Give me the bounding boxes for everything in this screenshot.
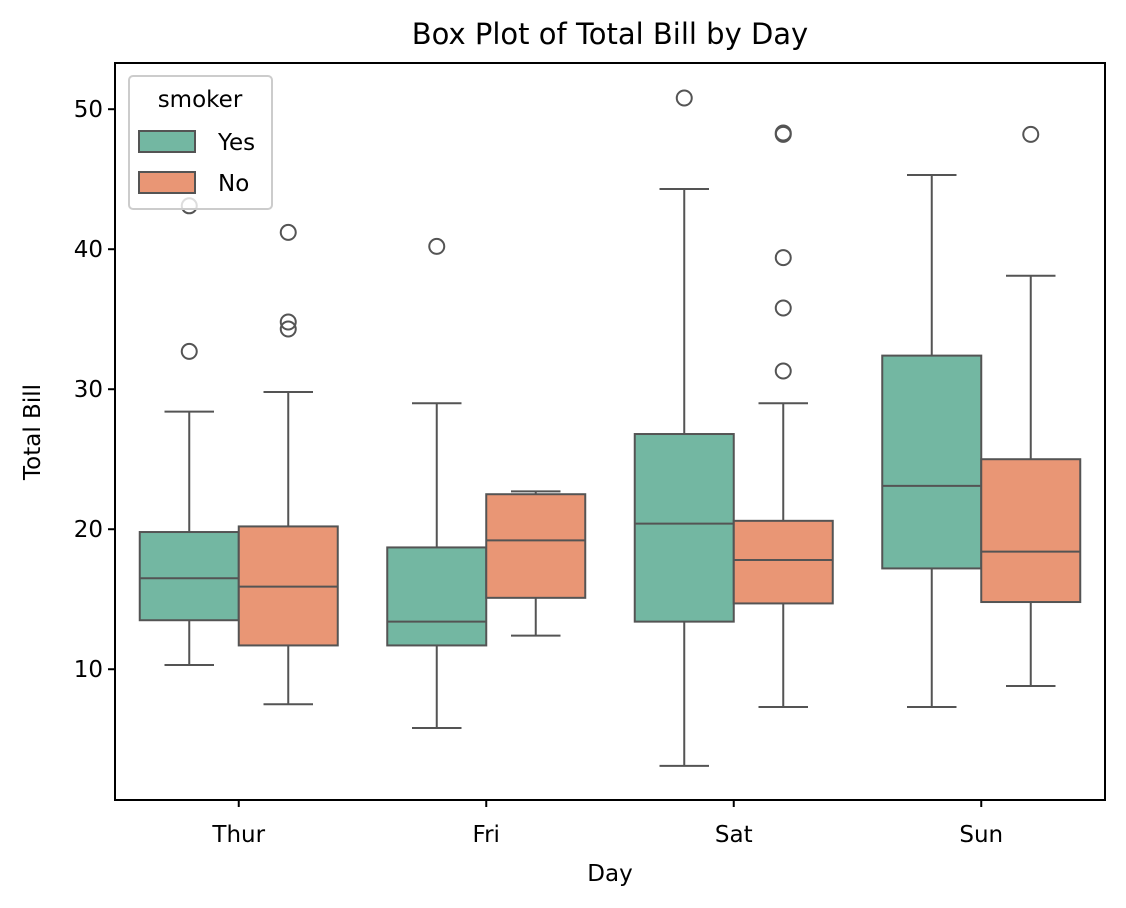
box-fri-yes-outlier-1 <box>428 237 446 255</box>
y-tick-label-50: 50 <box>74 97 103 123</box>
y-tick-label-40: 40 <box>74 237 103 263</box>
box-sat-yes <box>633 433 735 623</box>
box-fri-yes <box>386 546 488 647</box>
legend-title: smoker <box>158 87 243 113</box>
y-tick-label-20: 20 <box>74 517 103 543</box>
box-fri-no <box>485 493 587 599</box>
box-sat-yes-outlier-1 <box>675 89 693 107</box>
box-thur-no-outlier-1 <box>279 320 297 338</box>
x-axis: Thur Fri Sat Sun <box>211 800 1003 848</box>
x-tick-label-fri: Fri <box>473 822 500 848</box>
box-thur-yes <box>138 531 240 622</box>
y-axis-label: Total Bill <box>20 384 46 481</box>
chart-title: Box Plot of Total Bill by Day <box>412 17 808 51</box>
box-sat-no-outlier-2 <box>774 299 792 317</box>
y-tick-label-30: 30 <box>74 377 103 403</box>
box-sat-no-outlier-1 <box>774 362 792 380</box>
box-sun-no <box>980 458 1082 604</box>
x-tick-label-sun: Sun <box>959 822 1003 848</box>
box-sat-no-outlier-3 <box>774 249 792 267</box>
box-sat-no <box>732 519 834 605</box>
x-tick-label-sat: Sat <box>715 822 753 848</box>
plot-area <box>138 89 1082 767</box>
box-sun-yes <box>881 354 983 570</box>
box-thur-no-outlier-2 <box>279 313 297 331</box>
legend-swatch-yes <box>138 130 196 153</box>
box-thur-no-outlier-3 <box>279 223 297 241</box>
legend-swatch-no <box>138 171 196 194</box>
legend: smoker Yes No <box>128 75 273 210</box>
box-thur-yes-outlier-1 <box>180 342 198 360</box>
box-sat-no-outlier-5 <box>774 124 792 142</box>
x-tick-label-thur: Thur <box>211 822 265 848</box>
y-axis: 10 20 30 40 50 <box>74 97 115 683</box>
x-axis-label: Day <box>587 861 632 887</box>
legend-label-yes: Yes <box>217 130 255 156</box>
box-sun-no-outlier-1 <box>1022 125 1040 143</box>
axes-frame <box>114 62 1106 801</box>
y-tick-label-10: 10 <box>74 657 103 683</box>
legend-label-no: No <box>218 171 249 197</box>
